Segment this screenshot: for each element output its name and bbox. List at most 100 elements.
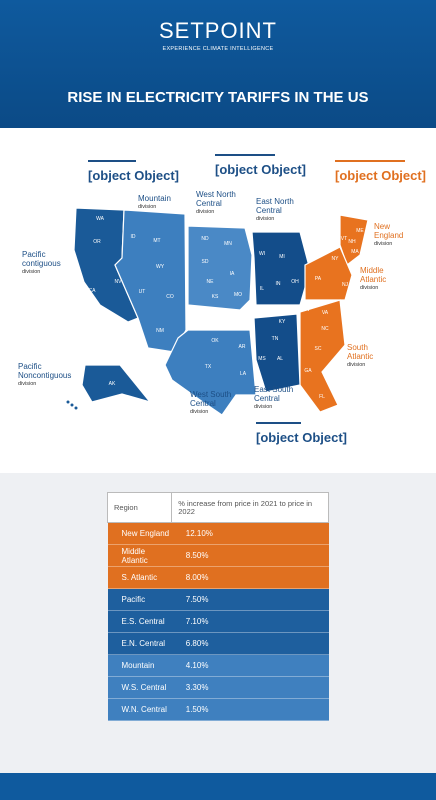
division-sub: division: [374, 241, 393, 247]
state-label: WA: [96, 216, 105, 222]
state-label: SD: [202, 259, 209, 265]
state-label: AK: [109, 381, 116, 387]
division-name: South Atlantic: [347, 343, 374, 361]
region-label: [object Object]: [335, 168, 427, 183]
division-label: West South Central division: [190, 390, 240, 417]
tagline: EXPERIENCE CLIMATE INTELLIGENCE: [162, 46, 274, 52]
state-label: MS: [258, 356, 266, 362]
brand: SETPOINT: [158, 18, 277, 43]
region-label: [object Object]: [256, 430, 348, 445]
header: SETPOINT EXPERIENCE CLIMATE INTELLIGENCE…: [0, 0, 436, 128]
division-label: Pacific Noncontiguous division: [18, 362, 78, 389]
division-sub: division: [138, 204, 157, 210]
division-name: West South Central: [190, 390, 232, 408]
division-sub: division: [256, 216, 275, 222]
state-label: HI: [70, 408, 75, 414]
region-cell: S. Atlantic: [107, 566, 172, 589]
table-row: E.S. Central 7.10%: [107, 610, 329, 633]
state-label: CO: [166, 294, 174, 300]
division-shape: [339, 214, 369, 266]
state-label: SC: [315, 346, 322, 352]
division-sub: division: [190, 409, 209, 415]
table-row: Mountain 4.10%: [107, 654, 329, 677]
state-label: KS: [212, 294, 219, 300]
region-cell: E.S. Central: [107, 610, 172, 633]
state-label: IA: [230, 271, 235, 277]
state-label: MO: [234, 292, 242, 298]
value-cell: 8.00%: [171, 566, 329, 589]
state-label: PA: [315, 276, 322, 282]
division-name: Mountain: [138, 194, 171, 203]
division-shape: [304, 246, 353, 301]
table-row: E.N. Central 6.80%: [107, 632, 329, 655]
division-shape: [187, 225, 253, 311]
state-label: OR: [93, 239, 101, 245]
division-sub: division: [196, 209, 215, 215]
division-shape: [164, 329, 257, 416]
state-label: AL: [277, 356, 283, 362]
division-sub: division: [254, 404, 273, 410]
region-rule: [335, 160, 405, 162]
state-label: MN: [224, 241, 232, 247]
state-label: ME: [356, 228, 364, 234]
division-label: South Atlantic division: [347, 343, 387, 370]
value-cell: 6.80%: [171, 632, 329, 655]
table-row: W.N. Central 1.50%: [107, 698, 329, 721]
state-label: WI: [259, 251, 265, 257]
division-label: Mountain division: [138, 194, 183, 212]
division-label: East North Central division: [256, 197, 306, 224]
header-cell: Region: [106, 492, 173, 523]
division-name: Pacific contiguous: [22, 250, 61, 268]
map-drawing: WA OR CA NV ID MT WY UT CO AZ NM ND SD NE KS MN IA MO WI IL…: [66, 207, 369, 416]
region-label: [object Object]: [88, 168, 180, 183]
division-label: New England division: [374, 222, 414, 249]
table-row: Pacific 7.50%: [107, 588, 329, 611]
table-row: W.S. Central 3.30%: [107, 676, 329, 699]
region-cell: Pacific: [107, 588, 172, 611]
state-label: IN: [276, 281, 281, 287]
state-label: FL: [319, 394, 325, 400]
value-cell: 1.50%: [171, 698, 329, 721]
title: RISE IN ELECTRICITY TARIFFS IN THE US: [67, 89, 369, 106]
state-label: OH: [291, 279, 299, 285]
state-label: WV: [302, 307, 311, 313]
region-label: [object Object]: [215, 162, 307, 177]
value-cell: 3.30%: [171, 676, 329, 699]
division-shape: [114, 209, 187, 353]
state-label: NC: [321, 326, 329, 332]
region-cell: Middle Atlantic: [107, 544, 172, 567]
state-label: VT: [341, 236, 347, 242]
value-cell: 7.50%: [171, 588, 329, 611]
region-cell: W.N. Central: [107, 698, 172, 721]
state-label: TN: [272, 336, 279, 342]
map: WA OR CA NV ID MT WY UT CO AZ NM ND SD NE KS MN IA MO WI IL…: [0, 128, 436, 473]
state-label: WY: [156, 264, 165, 270]
state-label: NJ: [342, 282, 349, 288]
state-label: IL: [260, 286, 264, 292]
state-label: NM: [156, 328, 164, 334]
header-cell: % increase from price in 2021 to price i…: [171, 492, 329, 523]
state-label: TX: [205, 364, 212, 370]
division-label: East South Central division: [254, 385, 304, 412]
state-label: MI: [279, 254, 285, 260]
region-cell: New England: [107, 522, 172, 545]
region-cell: E.N. Central: [107, 632, 172, 655]
division-sub: division: [360, 285, 379, 291]
division-label: West North Central division: [196, 190, 246, 217]
state-label: LA: [240, 371, 247, 377]
division-name: Middle Atlantic: [360, 266, 387, 284]
footer-band: [0, 773, 436, 800]
state-label: AR: [239, 344, 246, 350]
division-name: New England: [374, 222, 404, 240]
region-rule: [88, 160, 136, 162]
state-label: ID: [131, 234, 136, 240]
island: [70, 403, 74, 407]
tariff-table: Region % increase from price in 2021 to …: [106, 492, 329, 721]
value-cell: 12.10%: [171, 522, 329, 545]
division-shape: [299, 299, 346, 413]
island: [66, 400, 70, 404]
division-shape: [81, 364, 152, 404]
region-rule: [256, 422, 301, 424]
region-cell: W.S. Central: [107, 676, 172, 699]
division-sub: division: [18, 381, 37, 387]
